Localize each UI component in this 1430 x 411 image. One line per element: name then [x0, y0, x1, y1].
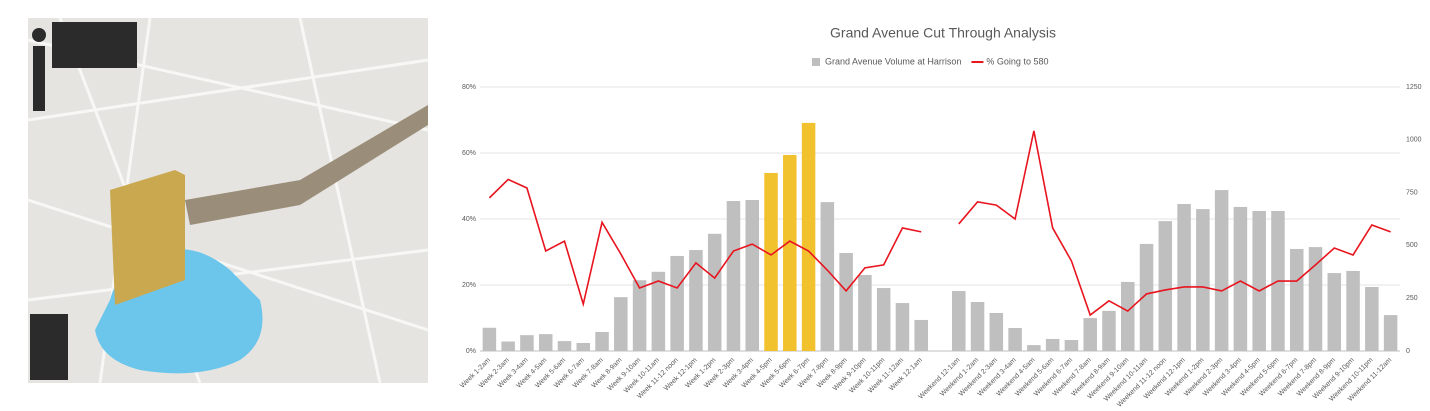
bar — [1214, 190, 1229, 351]
bar — [726, 201, 741, 351]
legend-label: % Going to 580 — [986, 56, 1048, 66]
line — [488, 130, 1391, 317]
bar — [858, 274, 872, 351]
bar — [689, 250, 703, 351]
y2-tick-label: 250 — [1406, 295, 1418, 302]
bar — [1102, 310, 1116, 351]
bar — [783, 155, 797, 351]
bar — [952, 291, 966, 351]
bar — [1252, 210, 1266, 351]
bar — [1083, 318, 1097, 351]
bar — [670, 255, 684, 351]
route-wall-east — [185, 105, 428, 225]
bar — [1196, 209, 1210, 351]
bar — [651, 271, 666, 351]
bar — [1027, 345, 1041, 351]
y-tick-label: 20% — [462, 282, 476, 289]
compass[interactable] — [32, 28, 46, 42]
bar — [801, 122, 816, 352]
y-tick-label: 60% — [462, 150, 476, 157]
bar — [1289, 248, 1304, 351]
bar — [876, 288, 891, 351]
y-tick-label: 40% — [462, 216, 476, 223]
bar — [1064, 340, 1079, 351]
bar — [1308, 247, 1323, 351]
bar — [520, 335, 534, 351]
y-tick-label: 0% — [466, 348, 476, 355]
y-tick-label: 80% — [462, 84, 476, 91]
y2-tick-label: 0 — [1406, 348, 1410, 355]
map-view — [27, 17, 429, 384]
bar — [1365, 287, 1379, 351]
legend-panel — [30, 314, 68, 380]
bar — [820, 202, 835, 351]
chart-title: Grand Avenue Cut Through Analysis — [830, 25, 1056, 41]
bar — [914, 319, 928, 351]
y2-tick-label: 500 — [1406, 242, 1418, 249]
bar — [595, 331, 609, 351]
bar — [1008, 327, 1022, 351]
bar — [1383, 315, 1398, 351]
bar — [839, 253, 853, 351]
bar — [538, 334, 553, 351]
bar — [501, 341, 515, 351]
y2-tick-label: 750 — [1406, 189, 1418, 196]
bar — [970, 302, 985, 351]
y2-tick-label: 1000 — [1406, 137, 1422, 144]
bar — [1120, 281, 1135, 351]
bar — [1158, 221, 1173, 351]
bar — [1139, 243, 1154, 351]
toolbar[interactable] — [33, 46, 45, 111]
bar — [557, 341, 572, 351]
legend-swatch — [812, 58, 820, 66]
bar — [632, 280, 647, 351]
bar — [614, 297, 628, 351]
bar — [745, 199, 760, 351]
y2-tick-label: 1250 — [1406, 84, 1422, 91]
bar — [764, 172, 778, 351]
bar — [1233, 206, 1248, 351]
bar — [989, 312, 1004, 351]
route-wall — [110, 170, 185, 305]
bar — [1327, 273, 1342, 351]
bar — [576, 342, 591, 351]
bar — [895, 303, 910, 351]
bar — [1346, 270, 1360, 351]
info-panel — [52, 22, 137, 68]
bar — [1045, 338, 1060, 351]
bar — [707, 233, 722, 351]
bar — [482, 327, 497, 351]
bar — [1177, 204, 1191, 351]
legend-label: Grand Avenue Volume at Harrison — [825, 56, 961, 66]
